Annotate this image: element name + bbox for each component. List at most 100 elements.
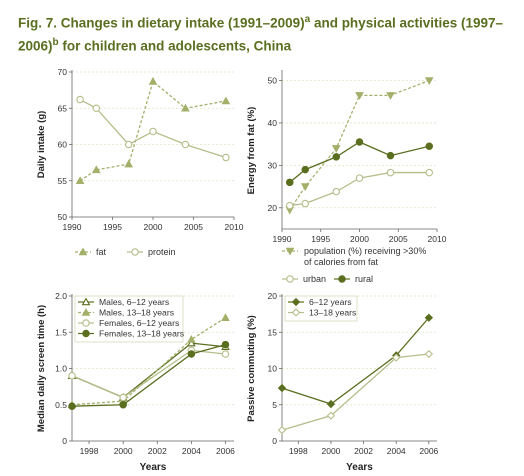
energy-y-tick-label: 20 (268, 203, 278, 213)
commute-y-tick-label: 0 (272, 436, 277, 446)
commute-legend-0-marker (291, 297, 301, 307)
screen-y-tick-label: 2.0 (55, 291, 67, 301)
screen-legend-box (74, 295, 184, 343)
energy-series-2-point (386, 151, 395, 160)
energy-series-0-point (386, 92, 395, 100)
energy-series-0-point (331, 145, 341, 153)
screen-series-3-point (221, 340, 230, 349)
energy-series-1-point (332, 187, 340, 196)
commute-series-0-point (326, 399, 336, 409)
diet-series-0-point (148, 76, 158, 85)
energy-series-1-point (355, 174, 364, 182)
screen-legend-2-marker (82, 319, 90, 327)
figure-title-end: for children and adolescents, China (58, 38, 292, 53)
commute-series-0-line (281, 317, 430, 405)
energy-x-tick-label: 1990 (273, 234, 292, 244)
diet-series-0-point (75, 176, 85, 185)
screen-series-0-point (187, 338, 196, 347)
diet-x-tick-label: 2000 (144, 222, 163, 232)
energy-legend-1-label: urban (303, 274, 326, 284)
diet-legend-1-marker (131, 248, 139, 256)
screen-legend-1-label: Males, 13–18 years (99, 308, 174, 318)
commute-series-0-point (277, 383, 287, 393)
energy-legend-0-label-line2: of calories from fat (304, 257, 379, 267)
energy-series-0-line (289, 79, 430, 211)
diet-y-tick-label: 60 (58, 140, 68, 150)
diet-y-tick-label: 55 (58, 176, 68, 186)
diet-y-tick-label: 65 (58, 103, 68, 113)
screen-legend-3-marker (82, 329, 90, 338)
diet-y-axis-label: Daily intake (g) (36, 111, 47, 179)
screen-y-tick-label: 0.5 (55, 400, 67, 410)
screen-series-1-point (221, 313, 230, 322)
energy-legend-2-marker (338, 275, 346, 283)
figure-title-superscript-b: b (52, 36, 59, 48)
screen-y-tick-label: 0 (62, 436, 67, 446)
energy-series-2-point (332, 153, 340, 161)
energy-legend-0-label-line1: population (%) receiving >30% (304, 246, 426, 256)
screen-x-tick-label: 1998 (80, 446, 99, 456)
energy-y-tick-label: 50 (268, 75, 278, 85)
screen-series-3-point (187, 350, 196, 358)
commute-series-1-point (392, 353, 401, 362)
commute-series-1-point (326, 411, 336, 420)
diet-series-0-point (124, 159, 134, 168)
energy-series-2-point (285, 178, 294, 187)
energy-legend-0-marker (285, 247, 295, 256)
diet-series-1-point (222, 153, 230, 162)
screen-legend-3-label: Females, 13–18 years (99, 329, 184, 339)
commute-legend-1-label: 13–18 years (309, 308, 356, 318)
diet-series-1-point (76, 95, 84, 104)
diet-x-tick-label: 2005 (184, 222, 203, 232)
commute-x-tick-label: 2002 (354, 446, 373, 456)
energy-x-tick-label: 2000 (350, 234, 369, 244)
energy-series-0-point (355, 92, 364, 100)
commute-y-tick-label: 5 (272, 400, 277, 410)
commute-series-1-line (281, 353, 429, 431)
diet-y-tick-label: 50 (58, 212, 68, 222)
energy-series-2-point (425, 142, 433, 151)
diet-series-0-point (91, 165, 101, 174)
screen-series-3-line (71, 343, 226, 407)
screen-legend-0-marker (81, 297, 91, 306)
screen-y-tick-label: 1.5 (55, 327, 67, 337)
energy-series-0-point (300, 183, 310, 192)
screen-legend-0-label: Males, 6–12 years (99, 297, 169, 307)
diet-series-0-point (221, 96, 231, 105)
screen-series-1-line (71, 317, 226, 406)
diet-series-1-point (181, 140, 190, 149)
commute-y-tick-label: 20 (268, 291, 278, 301)
diet-series-1-point (92, 104, 101, 113)
figure-title-main: Fig. 7. Changes in dietary intake (1991–… (18, 15, 305, 31)
commute-x-tick-label: 2006 (419, 446, 438, 456)
energy-series-1-point (386, 168, 395, 177)
screen-x-tick-label: 2006 (216, 446, 235, 456)
energy-y-tick-label: 30 (268, 160, 278, 170)
screen-series-3-point (119, 400, 127, 409)
energy-legend-1-marker (286, 275, 294, 283)
energy-series-2-point (301, 165, 309, 174)
screen-series-2-point (119, 393, 127, 402)
energy-series-1-point (425, 168, 433, 177)
commute-x-tick-label: 1998 (289, 446, 308, 456)
screen-series-1-point (187, 334, 196, 343)
diet-legend-1-label: protein (148, 247, 176, 257)
diet-legend-0-label: fat (96, 247, 107, 257)
diet-series-1-point (149, 127, 157, 136)
commute-series-1-point (277, 425, 287, 435)
figure-title: Fig. 7. Changes in dietary intake (1991–… (18, 10, 518, 55)
diet-x-tick-label: 2010 (225, 222, 244, 232)
diet-y-tick-label: 70 (58, 67, 68, 77)
energy-legend-2-label: rural (355, 274, 373, 284)
diet-x-tick-label: 1990 (63, 222, 82, 232)
screen-x-axis-label: Years (140, 462, 167, 473)
figure-title-middle: and physical activities (1997–2006) (18, 15, 504, 54)
commute-series-0-point (424, 313, 434, 322)
commute-y-tick-label: 10 (268, 364, 278, 374)
energy-series-1-point (285, 201, 294, 210)
commute-y-tick-label: 15 (268, 327, 278, 337)
energy-x-tick-label: 1995 (311, 234, 330, 244)
diet-x-tick-label: 1995 (103, 222, 122, 232)
screen-legend-2-label: Females, 6–12 years (99, 318, 179, 328)
